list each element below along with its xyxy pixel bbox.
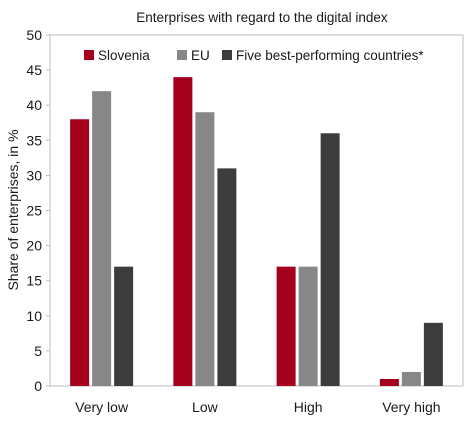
- bar-slovenia-very-high: [379, 378, 399, 386]
- bar-eu-high: [298, 266, 318, 386]
- legend-label: Slovenia: [98, 48, 150, 63]
- y-tick-label: 45: [26, 62, 42, 78]
- bar-eu-low: [195, 112, 215, 386]
- y-tick-label: 0: [34, 378, 42, 394]
- bars-group: [70, 77, 443, 387]
- x-tick-label: Very high: [382, 399, 440, 415]
- bar-slovenia-very-low: [70, 119, 90, 387]
- y-tick-label: 30: [26, 167, 42, 183]
- bar-five-best-performing-countries-low: [217, 168, 237, 386]
- legend-label: Five best-performing countries*: [236, 48, 424, 63]
- x-tick-label: Very low: [75, 399, 129, 415]
- plot-frame: [49, 34, 464, 387]
- bar-five-best-performing-countries-very-high: [423, 322, 443, 386]
- x-axis: Very low Low High Very high: [75, 399, 440, 415]
- legend-swatch: [84, 50, 94, 60]
- y-tick-label: 20: [26, 238, 42, 254]
- legend-swatch: [177, 50, 187, 60]
- x-tick-label: High: [294, 399, 323, 415]
- bar-slovenia-high: [276, 266, 296, 386]
- y-tick-label: 35: [26, 132, 42, 148]
- bar-five-best-performing-countries-very-low: [114, 266, 134, 386]
- bar-eu-very-high: [401, 371, 421, 386]
- legend-swatch: [222, 50, 232, 60]
- y-tick-label: 40: [26, 97, 42, 113]
- y-tick-label: 25: [26, 203, 42, 219]
- y-axis: 0 5 10 15 20 25 30 35 40 45 50: [26, 27, 50, 394]
- legend: Slovenia EU Five best-performing countries…: [84, 48, 424, 63]
- y-tick-label: 5: [34, 343, 42, 359]
- bar-five-best-performing-countries-high: [320, 133, 340, 386]
- legend-label: EU: [191, 48, 210, 63]
- chart-title: Enterprises with regard to the digital i…: [136, 10, 388, 25]
- y-axis-label: Share of enterprises, in %: [5, 129, 21, 290]
- x-tick-label: Low: [192, 399, 219, 415]
- y-tick-label: 50: [26, 27, 42, 43]
- bar-slovenia-low: [173, 77, 193, 387]
- y-tick-label: 10: [26, 308, 42, 324]
- y-tick-label: 15: [26, 273, 42, 289]
- bar-eu-very-low: [92, 91, 112, 386]
